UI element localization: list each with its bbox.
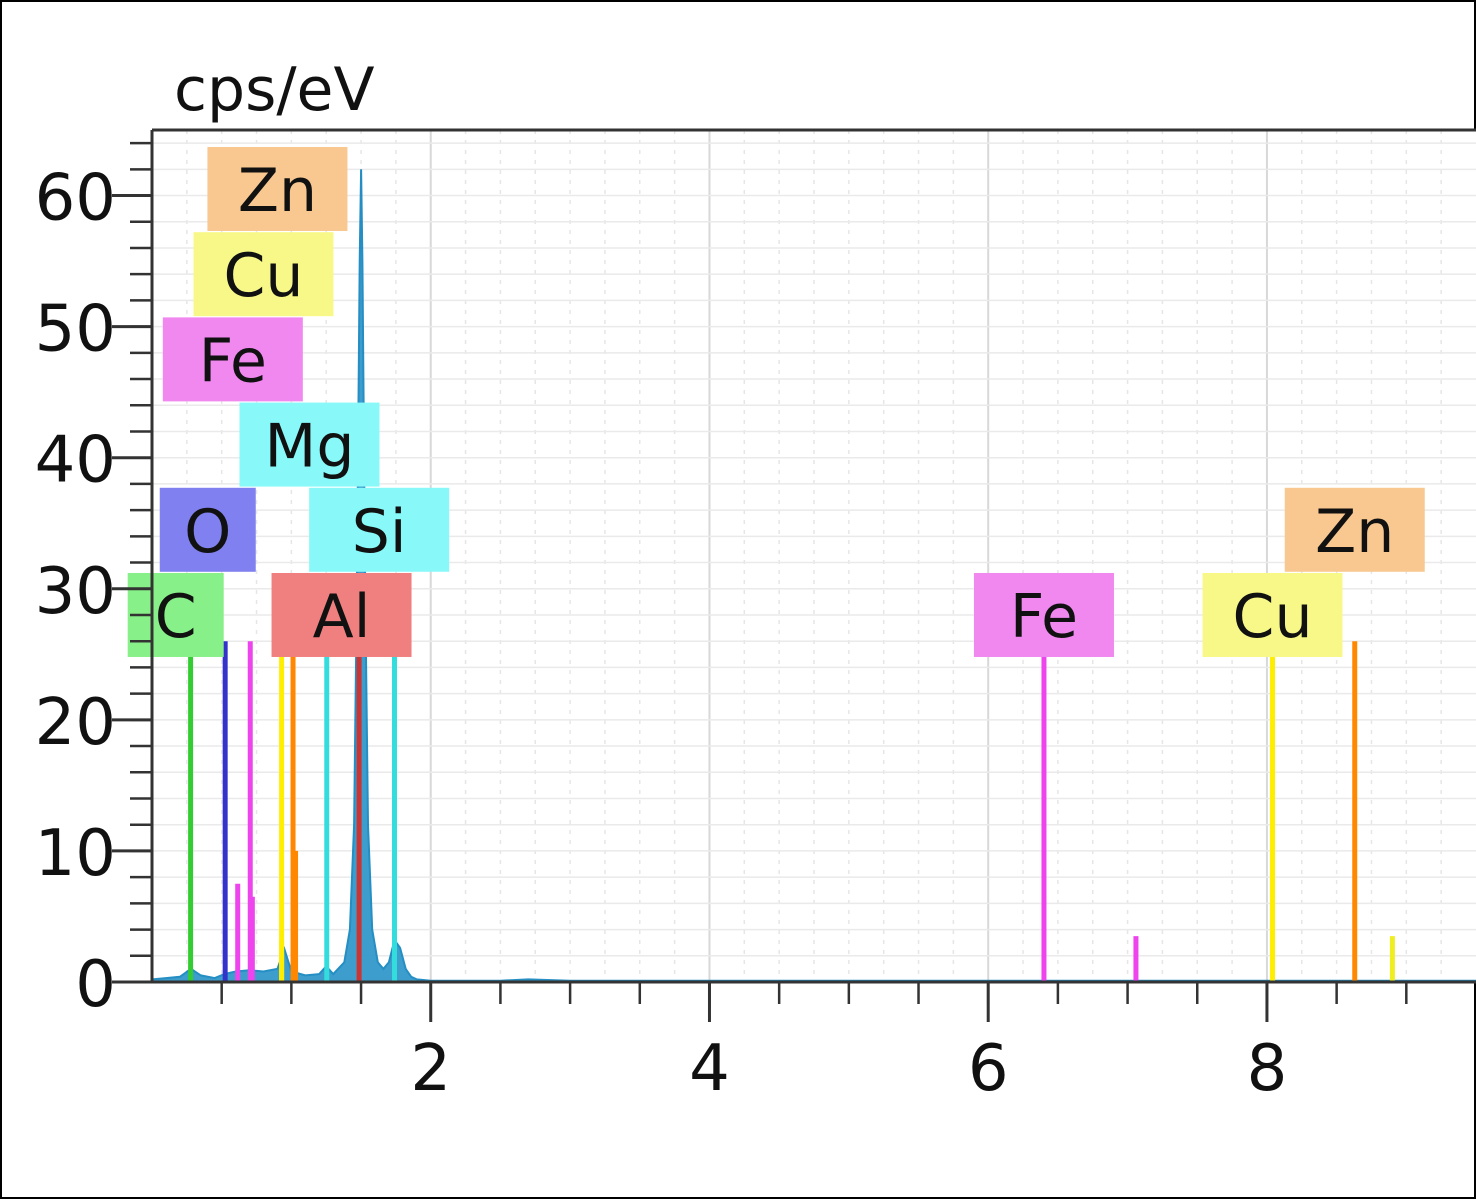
element-label-fe: Fe: [162, 317, 303, 402]
label-box: [207, 146, 348, 231]
y-tick-label: 50: [35, 293, 116, 367]
label-box: [973, 572, 1114, 657]
label-text: C: [155, 582, 197, 652]
label-text: Cu: [224, 241, 304, 311]
label-text: Si: [352, 497, 407, 567]
label-box: [162, 317, 303, 402]
label-text: Zn: [238, 156, 317, 226]
label-text: Zn: [1315, 497, 1394, 567]
element-label-al: Al: [271, 572, 412, 657]
element-label-si: Si: [309, 487, 450, 572]
label-box: [239, 402, 380, 487]
label-text: O: [184, 497, 231, 567]
element-label-cu: Cu: [193, 232, 334, 317]
x-tick-label: 6: [968, 1032, 1009, 1106]
label-text: Cu: [1233, 582, 1313, 652]
x-tick-label: 8: [1247, 1032, 1288, 1106]
label-text: Fe: [1010, 582, 1078, 652]
label-box: [159, 487, 256, 572]
x-tick-label: 2: [410, 1032, 451, 1106]
element-label-cu: Cu: [1202, 572, 1343, 657]
label-box: [193, 232, 334, 317]
y-tick-label: 0: [75, 948, 116, 1022]
element-label-o: O: [159, 487, 256, 572]
y-tick-label: 30: [35, 555, 116, 629]
element-label-fe: Fe: [973, 572, 1114, 657]
element-label-c: C: [127, 572, 224, 657]
element-label-mg: Mg: [239, 402, 380, 487]
y-tick-label: 10: [35, 817, 116, 891]
label-text: Al: [313, 582, 371, 652]
element-label-zn: Zn: [207, 146, 348, 231]
label-box: [1284, 487, 1425, 572]
y-tick-label: 60: [35, 162, 116, 236]
element-lines: [188, 641, 1395, 982]
y-tick-label: 20: [35, 686, 116, 760]
x-tick-label: 4: [689, 1032, 730, 1106]
label-text: Mg: [265, 412, 355, 482]
element-label-zn: Zn: [1284, 487, 1425, 572]
label-box: [271, 572, 412, 657]
label-text: Fe: [199, 326, 267, 396]
y-tick-label: 40: [35, 424, 116, 498]
y-axis-label: cps/eV: [174, 55, 375, 125]
label-box: [309, 487, 450, 572]
label-box: [1202, 572, 1343, 657]
axes: 0 10 20 30 40 50 60 2 4 6 8: [35, 128, 1476, 1106]
